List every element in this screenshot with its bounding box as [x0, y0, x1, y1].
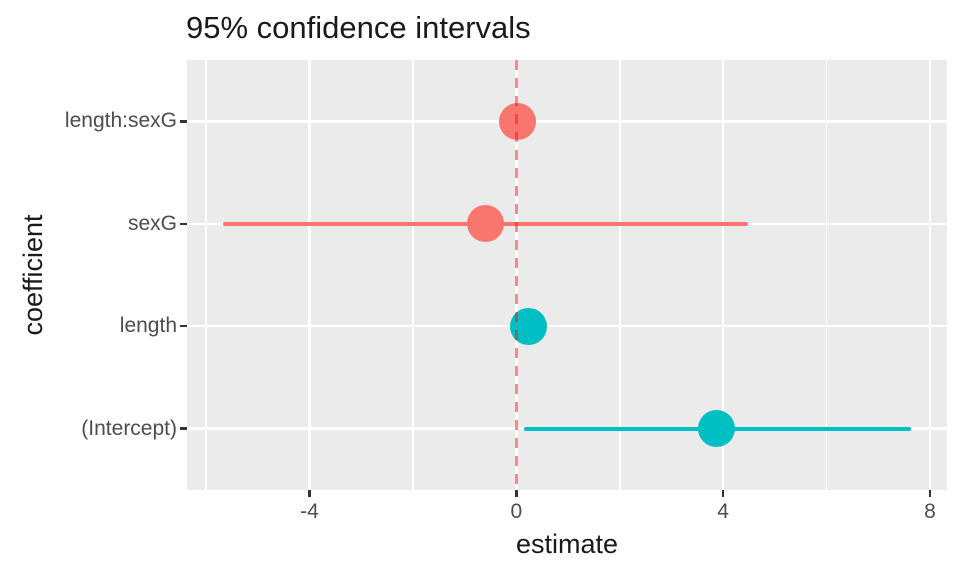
y-tick-label: sexG — [127, 211, 177, 235]
x-major-gridline — [928, 60, 932, 490]
x-tick-label: 0 — [510, 500, 523, 523]
estimate-point — [499, 102, 537, 140]
y-axis-tick — [180, 120, 187, 123]
plot-title: 95% confidence intervals — [186, 10, 531, 45]
x-major-gridline — [308, 60, 311, 490]
y-axis-title: coefficient — [18, 214, 48, 336]
zero-reference-line — [514, 60, 518, 490]
x-axis-tick — [721, 490, 725, 497]
y-axis-tick — [180, 222, 187, 226]
x-axis-tick — [308, 490, 311, 497]
y-axis-tick — [180, 427, 187, 430]
x-minor-gridline — [412, 60, 414, 490]
y-axis-tick — [180, 324, 187, 328]
x-tick-label: 4 — [717, 500, 729, 523]
y-major-gridline — [187, 324, 947, 328]
y-tick-label: length:sexG — [64, 109, 177, 133]
y-tick-label: (Intercept) — [81, 416, 177, 440]
estimate-point — [697, 410, 735, 448]
x-axis-title: estimate — [515, 529, 619, 559]
x-major-gridline — [721, 60, 725, 490]
x-minor-gridline — [205, 60, 207, 490]
y-major-gridline — [187, 120, 947, 123]
estimate-point — [466, 205, 504, 243]
plot-panel — [187, 60, 947, 490]
x-minor-gridline — [825, 60, 828, 490]
x-axis-tick — [515, 490, 518, 497]
x-tick-label: 8 — [924, 500, 936, 523]
x-tick-label: -4 — [300, 500, 319, 523]
x-minor-gridline — [618, 60, 621, 490]
x-axis-tick — [928, 490, 932, 497]
y-tick-label: length — [119, 314, 177, 338]
